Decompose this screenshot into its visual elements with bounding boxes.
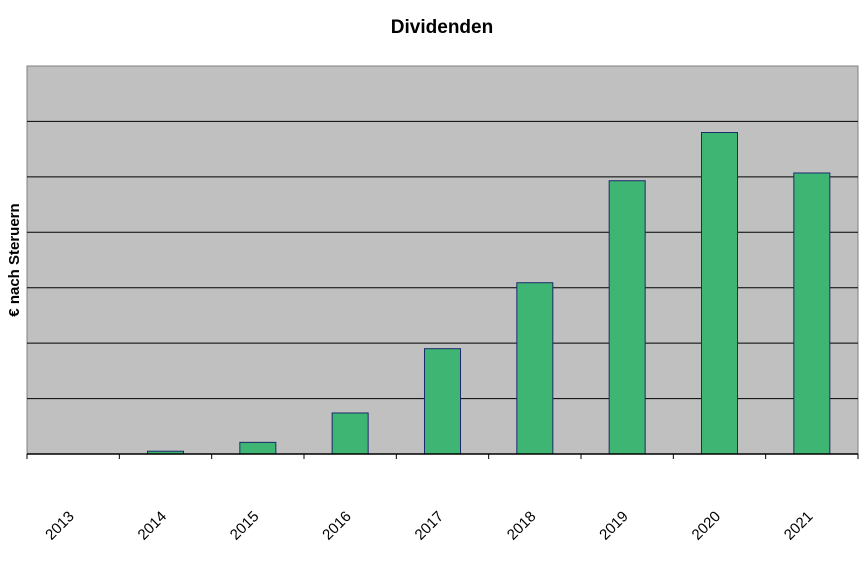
x-tick-label: 2014	[135, 508, 171, 544]
y-axis-label: € nach Steruern	[6, 203, 23, 316]
bar-2021	[793, 172, 831, 455]
x-tick-label: 2019	[596, 508, 632, 544]
bar-2018	[516, 282, 554, 455]
x-tick-label: 2016	[319, 508, 355, 544]
bar-2015	[239, 441, 277, 455]
x-tick-label: 2018	[504, 508, 540, 544]
bar-2017	[423, 348, 462, 455]
chart-title: Dividenden	[391, 17, 493, 38]
bar-2019	[608, 180, 646, 455]
x-tick-label: 2020	[689, 508, 725, 544]
x-tick-label: 2021	[781, 508, 817, 544]
x-tick-label: 2015	[227, 508, 263, 544]
x-tick-label: 2017	[412, 508, 448, 544]
bar-2016	[331, 412, 369, 455]
x-tick-label: 2013	[42, 508, 78, 544]
bar-2020	[700, 132, 739, 455]
